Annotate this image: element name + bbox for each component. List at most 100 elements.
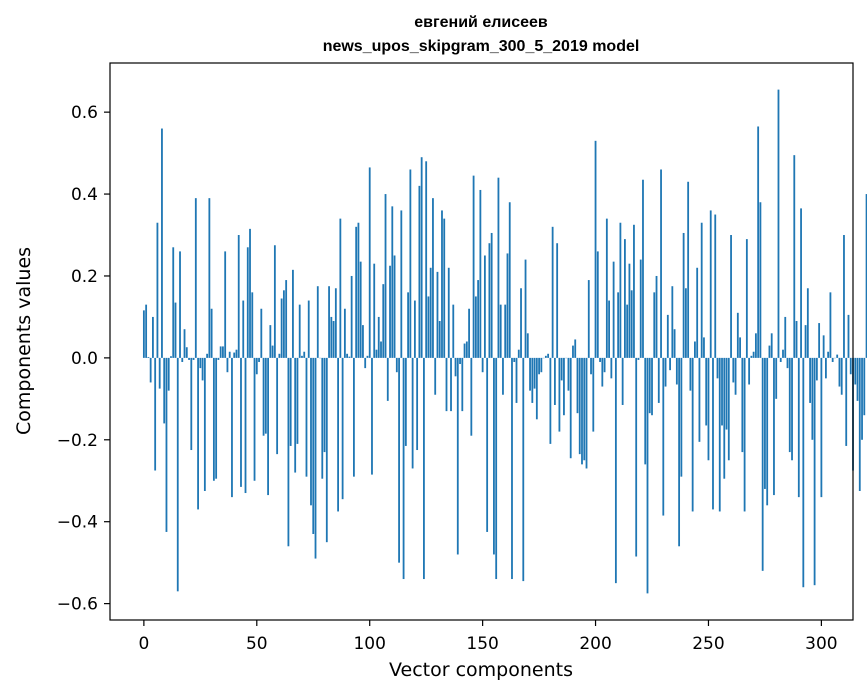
bar-240	[684, 288, 687, 358]
bar-103	[375, 349, 378, 358]
bar-317	[858, 357, 861, 491]
bar-47	[249, 228, 251, 358]
bar-224	[648, 357, 651, 414]
bar-39	[231, 357, 233, 498]
bar-163	[511, 357, 513, 580]
bar-90	[346, 353, 349, 358]
bar-14	[174, 302, 177, 358]
bar-29	[208, 198, 211, 358]
bar-153	[488, 243, 491, 358]
bar-244	[694, 341, 696, 358]
bar-241	[687, 181, 690, 358]
bar-140	[459, 357, 461, 365]
bar-0	[142, 310, 145, 358]
bar-45	[244, 357, 247, 494]
y-tick-label: −0.2	[57, 431, 98, 451]
bar-307	[836, 354, 839, 358]
bar-206	[608, 300, 610, 358]
bar-301	[822, 335, 825, 358]
bar-143	[465, 341, 468, 358]
bar-182	[553, 357, 556, 405]
bar-212	[621, 357, 624, 405]
bar-221	[642, 179, 644, 358]
bar-114	[400, 210, 403, 358]
bar-72	[305, 357, 308, 477]
bar-222	[644, 357, 647, 465]
bar-278	[770, 333, 773, 358]
bar-34	[219, 346, 222, 358]
bar-289	[795, 321, 798, 358]
bar-213	[624, 239, 626, 358]
bar-316	[856, 357, 859, 401]
bar-158	[499, 304, 502, 358]
bar-181	[551, 226, 554, 358]
bar-100	[368, 167, 371, 358]
bar-1	[145, 304, 148, 358]
bar-51	[258, 357, 260, 362]
bar-125	[425, 161, 428, 358]
bar-144	[468, 308, 470, 358]
bar-220	[639, 259, 642, 358]
bar-254	[716, 357, 719, 379]
bar-295	[809, 357, 811, 403]
bar-118	[409, 169, 412, 358]
bar-12	[170, 356, 172, 358]
bar-271	[754, 333, 757, 358]
bar-297	[813, 357, 816, 586]
bar-239	[682, 232, 685, 358]
bar-219	[637, 357, 640, 360]
bar-122	[418, 185, 421, 358]
bar-71	[303, 351, 306, 358]
bar-250	[707, 357, 710, 461]
bar-154	[490, 232, 493, 358]
bar-198	[590, 357, 592, 375]
bar-190	[572, 345, 574, 358]
bar-68	[296, 357, 299, 444]
bar-102	[373, 263, 376, 358]
bar-131	[438, 321, 441, 358]
bar-294	[806, 288, 809, 358]
bar-231	[664, 357, 667, 387]
bar-111	[393, 255, 396, 358]
y-tick-label: 0.6	[71, 103, 98, 123]
bar-19	[185, 347, 188, 358]
bar-296	[811, 357, 814, 440]
bar-259	[727, 357, 730, 461]
bar-150	[481, 357, 484, 373]
bar-184	[558, 357, 561, 432]
bar-30	[210, 308, 213, 358]
bar-43	[240, 357, 242, 487]
bar-284	[784, 316, 787, 358]
bar-214	[626, 304, 629, 358]
bar-255	[718, 357, 721, 512]
bar-41	[235, 349, 238, 358]
bar-129	[434, 357, 437, 395]
bar-249	[705, 357, 708, 426]
bar-16	[179, 251, 181, 358]
bar-203	[601, 357, 604, 387]
bar-223	[646, 357, 649, 594]
bar-152	[486, 357, 489, 532]
bar-57	[271, 345, 274, 358]
bar-286	[788, 357, 791, 453]
bar-262	[734, 357, 737, 395]
bar-101	[371, 357, 373, 475]
bar-311	[845, 357, 848, 446]
bar-147	[474, 296, 477, 358]
bar-61	[280, 298, 283, 358]
bar-98	[364, 357, 367, 369]
bar-225	[651, 357, 653, 416]
bar-264	[739, 337, 741, 358]
bar-238	[680, 357, 683, 477]
bar-77	[316, 286, 319, 358]
bar-138	[454, 357, 457, 377]
bar-159	[502, 357, 504, 395]
bar-146	[472, 175, 475, 358]
bar-261	[732, 357, 735, 383]
bar-319	[863, 357, 866, 416]
x-tick-label: 0	[138, 634, 149, 654]
x-axis: 0 50 100 150 200 250 300	[138, 620, 838, 654]
bar-300	[820, 357, 823, 498]
bar-155	[493, 357, 495, 555]
